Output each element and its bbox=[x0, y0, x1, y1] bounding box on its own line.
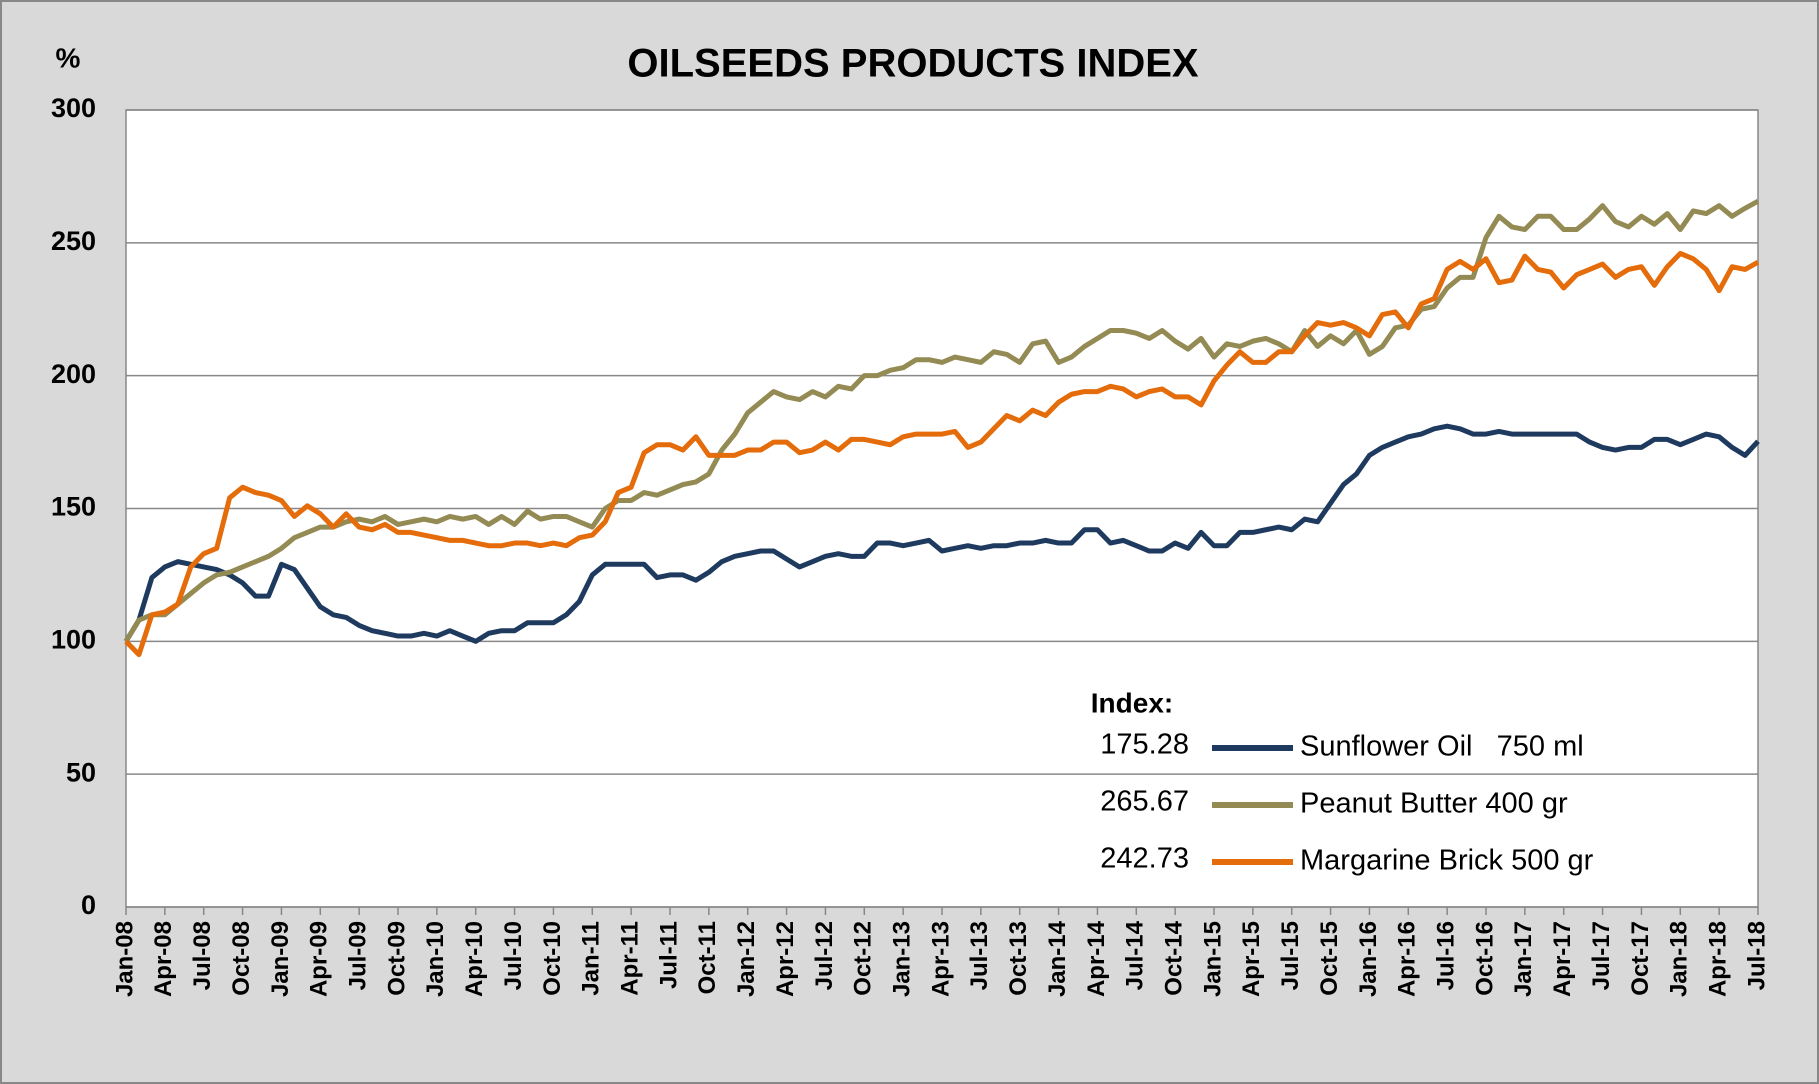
x-tick-label: Jan-09 bbox=[267, 921, 294, 997]
legend-title: Index: bbox=[1091, 687, 1173, 718]
x-tick-label: Jul-14 bbox=[1122, 920, 1149, 990]
x-tick-label: Apr-16 bbox=[1394, 921, 1421, 997]
series-line bbox=[123, 199, 1760, 643]
x-tick-label: Oct-09 bbox=[383, 921, 410, 996]
x-tick-label: Oct-13 bbox=[1005, 921, 1032, 996]
y-tick-label: 300 bbox=[51, 93, 96, 123]
x-tick-label: Apr-09 bbox=[306, 921, 333, 997]
x-tick-label: Jan-16 bbox=[1355, 921, 1382, 997]
x-tick-label: Oct-14 bbox=[1160, 920, 1187, 995]
x-tick-label: Jan-10 bbox=[422, 921, 449, 997]
x-tick-label: Oct-17 bbox=[1627, 921, 1654, 996]
x-tick-label: Jul-16 bbox=[1432, 921, 1459, 990]
legend-index-value: 265.67 bbox=[1100, 786, 1189, 818]
chart-title: OILSEEDS PRODUCTS INDEX bbox=[627, 42, 1199, 86]
x-tick-label: Jul-10 bbox=[500, 921, 527, 990]
x-tick-label: Jan-14 bbox=[1044, 920, 1071, 997]
x-tick-label: Jan-08 bbox=[111, 921, 138, 997]
x-tick-label: Apr-12 bbox=[772, 921, 799, 997]
x-tick-label: Oct-10 bbox=[539, 921, 566, 996]
x-tick-label: Jul-15 bbox=[1277, 921, 1304, 990]
x-tick-label: Apr-18 bbox=[1704, 921, 1731, 997]
x-tick-label: Apr-13 bbox=[927, 921, 954, 997]
x-tick-label: Jan-11 bbox=[578, 921, 605, 996]
x-tick-label: Jan-17 bbox=[1510, 921, 1537, 997]
x-tick-label: Oct-16 bbox=[1471, 921, 1498, 996]
y-tick-label: 100 bbox=[51, 624, 96, 654]
x-tick-label: Jul-13 bbox=[966, 921, 993, 990]
x-tick-label: Oct-15 bbox=[1316, 921, 1343, 996]
x-tick-label: Apr-08 bbox=[150, 921, 177, 997]
x-tick-label: Jan-18 bbox=[1666, 921, 1693, 997]
legend-label: Sunflower Oil 750 ml bbox=[1300, 731, 1584, 763]
legend-index-value: 242.73 bbox=[1100, 843, 1189, 875]
x-tick-label: Apr-11 bbox=[616, 921, 643, 996]
y-unit-label: % bbox=[56, 42, 81, 73]
x-tick-label: Apr-10 bbox=[461, 921, 488, 997]
x-tick-label: Jan-15 bbox=[1199, 921, 1226, 997]
x-tick-label: Apr-17 bbox=[1549, 921, 1576, 997]
y-tick-label: 200 bbox=[51, 359, 96, 389]
series-line bbox=[124, 250, 1760, 658]
x-tick-label: Oct-11 bbox=[694, 921, 721, 994]
legend-index-value: 175.28 bbox=[1100, 729, 1189, 761]
x-tick-label: Jul-08 bbox=[189, 921, 216, 990]
x-tick-label: Apr-15 bbox=[1238, 921, 1265, 997]
legend-label: Margarine Brick 500 gr bbox=[1300, 845, 1594, 877]
x-tick-label: Oct-12 bbox=[850, 921, 877, 996]
x-tick-label: Jan-13 bbox=[888, 921, 915, 997]
x-tick-label: Jan-12 bbox=[733, 921, 760, 997]
x-tick-label: Jul-12 bbox=[811, 921, 838, 990]
y-tick-label: 0 bbox=[81, 890, 96, 920]
x-tick-label: Jul-17 bbox=[1588, 921, 1615, 990]
x-tick-label: Jul-09 bbox=[344, 921, 371, 990]
y-tick-label: 50 bbox=[66, 757, 96, 787]
y-tick-label: 150 bbox=[51, 492, 96, 522]
x-tick-label: Apr-14 bbox=[1083, 920, 1110, 997]
x-tick-label: Oct-08 bbox=[228, 921, 255, 996]
legend-label: Peanut Butter 400 gr bbox=[1300, 788, 1568, 820]
x-tick-label: Jul-11 bbox=[655, 921, 682, 989]
x-tick-label: Jul-18 bbox=[1743, 921, 1770, 990]
y-tick-label: 250 bbox=[51, 226, 96, 256]
series-line bbox=[123, 423, 1760, 644]
